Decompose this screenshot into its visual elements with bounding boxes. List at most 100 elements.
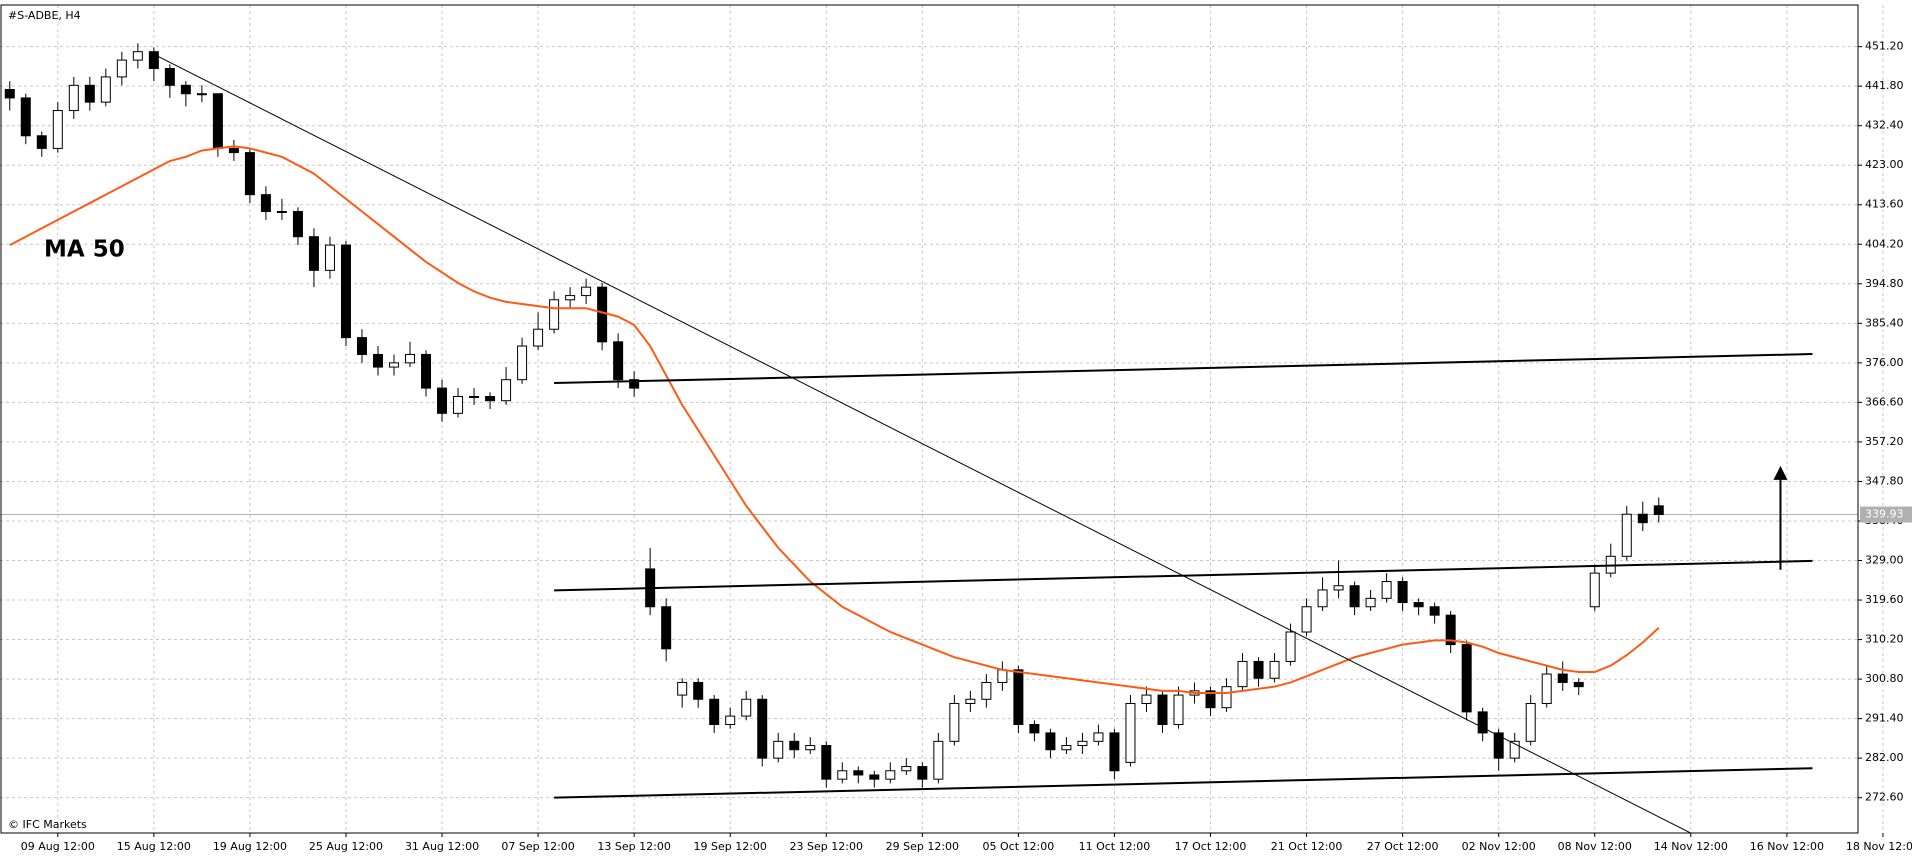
x-tick-label: 09 Aug 12:00 (21, 840, 95, 853)
candle-body (1461, 644, 1472, 713)
candle-body (661, 606, 672, 650)
candle-body (1333, 585, 1344, 591)
last-price-label: 339.93 (1865, 508, 1904, 521)
candle-body (1365, 597, 1376, 608)
plot-frame (0, 4, 1859, 834)
candle-body (1413, 602, 1424, 608)
y-tick-label: 376.00 (1865, 356, 1904, 369)
candle-body (517, 345, 528, 381)
candle-body (20, 97, 31, 137)
x-tick-label: 21 Oct 12:00 (1271, 840, 1343, 853)
candle-body (1573, 681, 1584, 688)
candle-body (212, 93, 223, 149)
arrow-head (1773, 465, 1788, 480)
candle-body (405, 353, 416, 364)
x-tick-label: 16 Nov 12:00 (1750, 840, 1824, 853)
candle-body (1157, 694, 1168, 726)
candle-body (196, 93, 207, 96)
x-tick-label: 02 Nov 12:00 (1462, 840, 1536, 853)
candle-body (244, 152, 255, 196)
candle-body (1253, 660, 1264, 679)
y-tick-label: 394.80 (1865, 277, 1904, 290)
candle-body (613, 341, 624, 381)
candle-body (1381, 581, 1392, 599)
candle-body (356, 337, 367, 355)
y-tick-label: 310.20 (1865, 633, 1904, 646)
x-tick-label: 13 Sep 12:00 (597, 840, 670, 853)
plot (0, 43, 1858, 833)
candle-body (340, 244, 351, 339)
x-tick-label: 07 Sep 12:00 (501, 840, 574, 853)
x-tick-label: 11 Oct 12:00 (1079, 840, 1151, 853)
candle-body (501, 379, 512, 402)
x-tick-label: 23 Sep 12:00 (790, 840, 863, 853)
candle-body (1589, 572, 1600, 608)
candle-body (260, 194, 271, 212)
candle-body (437, 387, 448, 414)
candle-body (533, 328, 544, 347)
candle-body (1301, 606, 1312, 633)
candle-body (629, 379, 640, 389)
ma-line (9, 145, 1660, 694)
trendline (554, 559, 1813, 592)
candle-body (933, 740, 944, 780)
x-tick-label: 29 Sep 12:00 (886, 840, 959, 853)
y-tick-label: 413.60 (1865, 198, 1904, 211)
candle-body (677, 681, 688, 696)
candle-body (1637, 513, 1648, 524)
x-tick-label: 05 Oct 12:00 (983, 840, 1055, 853)
candle-body (1093, 732, 1104, 742)
candle-body (372, 353, 383, 368)
candle-body (52, 110, 63, 149)
x-tick-label: 19 Aug 12:00 (213, 840, 287, 853)
y-tick-label: 432.40 (1865, 119, 1904, 132)
trendline (554, 767, 1813, 799)
axes: 451.20 441.80 432.40 423.00 413.60 404.20 394.… (21, 40, 1912, 853)
candle-body (1509, 740, 1520, 759)
candle-body (1077, 740, 1088, 747)
y-tick-label: 366.60 (1865, 395, 1904, 408)
candle-body (1237, 660, 1248, 688)
candle-body (981, 681, 992, 700)
x-tick-label: 15 Aug 12:00 (117, 840, 191, 853)
y-tick-label: 329.00 (1865, 554, 1904, 567)
candle-body (789, 740, 800, 751)
x-tick-label: 31 Aug 12:00 (405, 840, 479, 853)
grid (0, 5, 1884, 833)
x-tick-label: 25 Aug 12:00 (309, 840, 383, 853)
candle-body (1445, 614, 1456, 646)
candle-body (869, 774, 880, 780)
trendline (155, 54, 1692, 833)
candle-body (805, 745, 816, 751)
source: © IFC Markets (8, 818, 87, 831)
candle-body (164, 67, 175, 86)
candle-body (453, 396, 464, 414)
y-tick-label: 282.00 (1865, 751, 1904, 764)
candle-body (1541, 673, 1552, 704)
candle-body (581, 286, 592, 297)
candle-body (901, 766, 912, 772)
candle-body (1173, 694, 1184, 726)
candle-body (1317, 589, 1328, 608)
candle-body (292, 210, 303, 238)
y-tick-label: 272.60 (1865, 791, 1904, 804)
y-tick-label: 385.40 (1865, 316, 1904, 329)
candle-body (84, 84, 95, 103)
y-tick-label: 357.20 (1865, 435, 1904, 448)
candle-body (1221, 686, 1232, 709)
candle-body (100, 76, 111, 103)
candle-body (885, 770, 896, 780)
chart-title: #S-ADBE, H4 (8, 9, 81, 22)
candle-body (116, 59, 127, 78)
candle-body (917, 766, 928, 780)
candle-body (1429, 606, 1440, 616)
candle-body (1269, 660, 1280, 679)
candle-body (1045, 732, 1056, 751)
candle-body (773, 740, 784, 759)
trendline (554, 353, 1813, 385)
candle-body (837, 770, 848, 780)
candle-body (276, 210, 287, 213)
candle-body (965, 698, 976, 704)
candle-body (1477, 711, 1488, 734)
candle-body (741, 698, 752, 717)
